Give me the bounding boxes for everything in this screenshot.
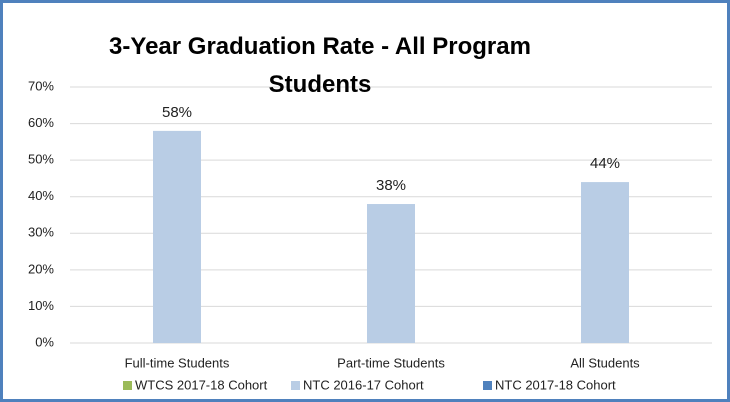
chart-title: 3-Year Graduation Rate - All Program Stu… — [109, 33, 531, 98]
legend-swatch — [291, 381, 300, 390]
y-tick-label: 70% — [28, 78, 54, 93]
value-label: 58% — [162, 104, 192, 121]
x-tick-label: All Students — [570, 355, 640, 370]
y-tick-label: 0% — [35, 334, 54, 349]
y-tick-label: 50% — [28, 152, 54, 167]
legend-swatch — [483, 381, 492, 390]
y-tick-label: 20% — [28, 261, 54, 276]
y-tick-label: 10% — [28, 298, 54, 313]
y-tick-label: 40% — [28, 188, 54, 203]
bar — [581, 182, 629, 343]
legend-swatch — [123, 381, 132, 390]
x-tick-label: Part-time Students — [337, 355, 445, 370]
legend-label: NTC 2016-17 Cohort — [303, 377, 424, 392]
legend-label: NTC 2017-18 Cohort — [495, 377, 616, 392]
bar — [367, 204, 415, 343]
value-label: 44% — [590, 155, 620, 172]
x-tick-label: Full-time Students — [125, 355, 230, 370]
legend-label: WTCS 2017-18 Cohort — [135, 377, 268, 392]
y-tick-label: 30% — [28, 225, 54, 240]
value-label: 38% — [376, 177, 406, 194]
bar — [153, 130, 201, 343]
y-tick-label: 60% — [28, 115, 54, 130]
